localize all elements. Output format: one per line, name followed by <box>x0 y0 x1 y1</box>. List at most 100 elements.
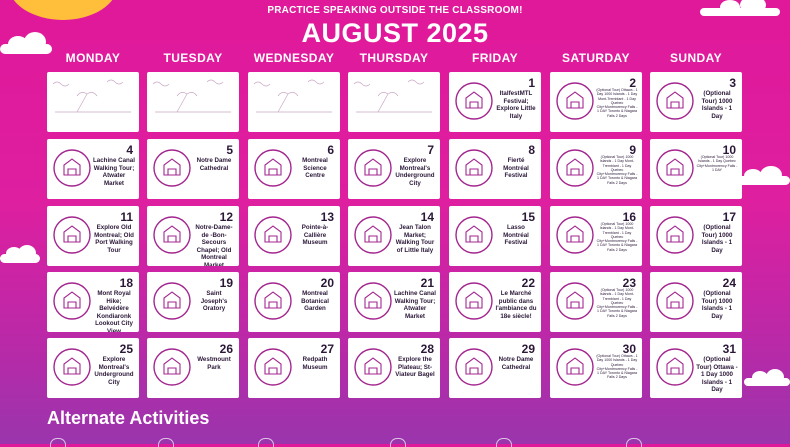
day-number: 6 <box>327 143 334 157</box>
day-number: 1 <box>528 76 535 90</box>
museum-icon <box>253 347 293 387</box>
day-number: 26 <box>219 342 233 356</box>
day-number: 25 <box>119 342 133 356</box>
market-cart-icon <box>353 215 393 255</box>
walking-dog-icon <box>52 215 92 255</box>
rodeo-horse-icon <box>454 215 494 255</box>
day-activity-text: Le Marché public dans l'ambiance du 18e … <box>495 290 537 320</box>
calendar-day-cell: 3 (Optional Tour) 1000 Islands - 1 Day <box>650 72 742 132</box>
calendar-day-cell: 22 Le Marché public dans l'ambiance du 18… <box>449 272 541 332</box>
calendar-day-cell: 4 Lachine Canal Walking Tour; Atwater Mar… <box>47 139 139 199</box>
page-subtitle: PRACTICE SPEAKING OUTSIDE THE CLASSROOM! <box>267 5 523 16</box>
calendar-day-cell: 9 (Optional Tour) 1000 Islands - 1 Day Mo… <box>550 139 642 199</box>
cathedral-icon <box>454 347 494 387</box>
calendar-day-cell: 27 Redpath Museum <box>248 338 340 398</box>
day-number: 27 <box>320 342 334 356</box>
day-activity-text: Jean Talon Market; Walking Tour of Littl… <box>395 224 435 254</box>
cloud-decoration <box>0 32 52 54</box>
day-number: 22 <box>521 276 535 290</box>
parliament-icon <box>655 347 695 387</box>
market-cart-icon <box>353 281 393 321</box>
calendar-day-cell: 2 (Optional Tour) Ottawa - 1 Day 1000 Isl… <box>550 72 642 132</box>
calendar-day-cell: 20 Montreal Botanical Garden <box>248 272 340 332</box>
day-activity-text: Lasso Montréal Festival <box>503 224 529 247</box>
day-activity-text: Explore Montreal's Underground City <box>94 356 134 386</box>
cloud-decoration <box>736 166 790 185</box>
waterfall-icon <box>555 281 595 321</box>
day-number: 30 <box>622 342 636 356</box>
day-activity-text: Explore the Plateau; St-Viateur Bagel <box>395 356 435 379</box>
islands-map-icon <box>655 81 695 121</box>
bagel-icon <box>353 347 393 387</box>
calendar-day-cell: 15 Lasso Montréal Festival <box>449 206 541 266</box>
day-number: 17 <box>722 210 736 224</box>
day-activity-text: (Optional Tour) 1000 Islands - 1 Day Mon… <box>596 155 638 185</box>
calendar-day-cell: 25 Explore Montreal's Underground City <box>47 338 139 398</box>
day-number: 28 <box>420 342 434 356</box>
day-number: 7 <box>427 143 434 157</box>
weekday-label: WEDNESDAY <box>253 51 335 65</box>
calendar-day-cell: 5 Notre Dame Cathedral <box>147 139 239 199</box>
day-number: 8 <box>528 143 535 157</box>
rainbow-heart-icon <box>454 148 494 188</box>
castle-icon <box>555 81 595 121</box>
day-number: 21 <box>420 276 434 290</box>
day-activity-text: Redpath Museum <box>302 356 328 371</box>
oratory-icon <box>152 281 192 321</box>
calendar-day-cell: 16 (Optional Tour) 1000 Islands - 1 Day M… <box>550 206 642 266</box>
alt-activity-icon <box>258 438 274 447</box>
day-number: 14 <box>420 210 434 224</box>
parliament-icon <box>555 347 595 387</box>
day-number: 31 <box>722 342 736 356</box>
calendar-day-cell: 10 (Optional Tour) 1000 Islands - 1 Day Q… <box>650 139 742 199</box>
alt-activity-icon <box>626 438 642 447</box>
day-activity-text: (Optional Tour) Ottawa - 1 Day 1000 Isla… <box>596 354 638 380</box>
day-activity-text: Lachine Canal Walking Tour; Atwater Mark… <box>93 157 135 187</box>
calendar-day-cell: 23 (Optional Tour) 1000 Islands - 1 Day M… <box>550 272 642 332</box>
calendar-day-cell: 28 Explore the Plateau; St-Viateur Bagel <box>348 338 440 398</box>
day-activity-text: (Optional Tour) 1000 Islands - 1 Day Mon… <box>596 222 638 252</box>
day-number: 11 <box>120 210 133 224</box>
day-number: 5 <box>226 143 233 157</box>
day-number: 2 <box>629 76 636 90</box>
gondola-icon <box>655 148 695 188</box>
calendar-day-cell: 1 ItalfestMTL Festival; Explore Little It… <box>449 72 541 132</box>
beach-illustration-icon <box>52 79 131 113</box>
calendar-day-cell: 12 Notre-Dame-de -Bon-Secours Chapel; Old… <box>147 206 239 266</box>
day-number: 15 <box>521 210 535 224</box>
day-activity-text: (Optional Tour) 1000 Islands - 1 Day Mon… <box>596 288 638 318</box>
day-activity-text: Saint Joseph's Oratory <box>200 290 228 313</box>
day-activity-text: Explore Old Montreal; Old Port Walking T… <box>94 224 134 254</box>
day-activity-text: Lachine Canal Walking Tour; Atwater Mark… <box>394 290 436 320</box>
weekday-label: SUNDAY <box>670 51 722 65</box>
calendar-day-cell: 19 Saint Joseph's Oratory <box>147 272 239 332</box>
beach-illustration-icon <box>152 79 231 113</box>
weekday-label: MONDAY <box>65 51 121 65</box>
day-activity-text: Montreal Science Centre <box>302 157 328 180</box>
day-number: 3 <box>729 76 736 90</box>
calendar-day-cell: 30 (Optional Tour) Ottawa - 1 Day 1000 Is… <box>550 338 642 398</box>
cloud-decoration <box>0 245 40 263</box>
day-number: 23 <box>622 276 636 290</box>
beach-illustration-icon <box>253 79 332 113</box>
calendar-day-cell: 18 Mont Royal Hike; Belvédère Kondiaronk … <box>47 272 139 332</box>
calendar-day-cell: 31 (Optional Tour) Ottawa - 1 Day 1000 Is… <box>650 338 742 398</box>
flask-icon <box>253 148 293 188</box>
weekday-label: FRIDAY <box>472 51 518 65</box>
day-activity-text: Westmount Park <box>197 356 231 371</box>
day-number: 4 <box>126 143 133 157</box>
day-activity-text: Pointe-à-Callière Museum <box>301 224 329 247</box>
day-number: 12 <box>219 210 233 224</box>
alternate-activities-heading: Alternate Activities <box>47 408 210 428</box>
day-number: 18 <box>119 276 133 290</box>
day-activity-text: Notre Dame Cathedral <box>196 157 232 172</box>
weekday-label: TUESDAY <box>163 51 223 65</box>
cloud-decoration <box>744 369 790 386</box>
alt-activity-icon <box>158 438 174 447</box>
day-activity-text: Montreal Botanical Garden <box>301 290 329 313</box>
calendar-day-cell: 21 Lachine Canal Walking Tour; Atwater Ma… <box>348 272 440 332</box>
calendar-day-cell: 26 Westmount Park <box>147 338 239 398</box>
calendar-cell-empty <box>47 72 139 132</box>
islands-map-icon <box>655 281 695 321</box>
beach-illustration-icon <box>353 79 432 113</box>
